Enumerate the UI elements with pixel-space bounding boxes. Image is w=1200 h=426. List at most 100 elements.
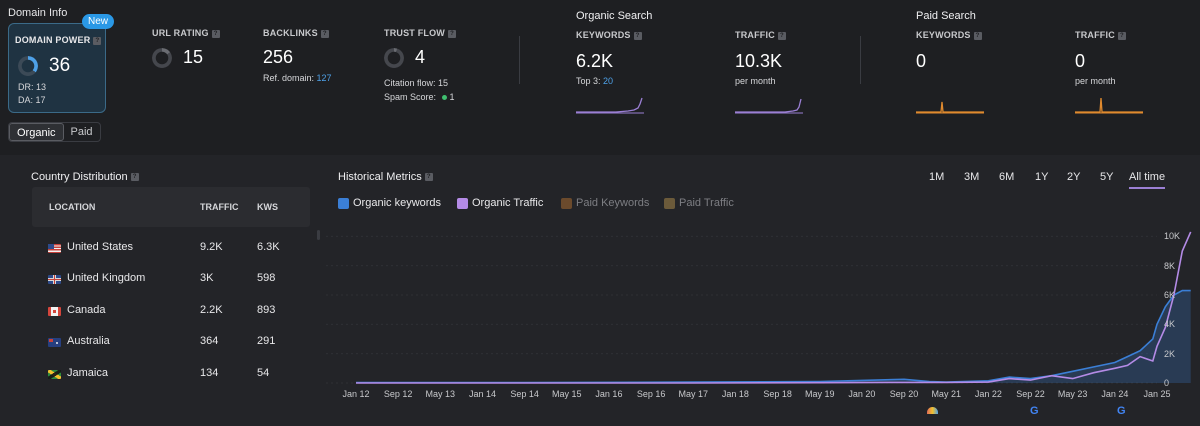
y-tick-label: 4K xyxy=(1164,319,1176,330)
table-row[interactable]: Australia 364 291 xyxy=(48,335,298,351)
help-icon[interactable]: ? xyxy=(973,31,982,40)
range-1m-button[interactable]: 1M xyxy=(929,171,945,183)
ref-domain-value[interactable]: 127 xyxy=(316,73,332,83)
range-1y-button[interactable]: 1Y xyxy=(1035,171,1049,183)
range-6m-button[interactable]: 6M xyxy=(999,171,1015,183)
x-tick-label: Jan 14 xyxy=(468,389,496,399)
country-name: Australia xyxy=(67,335,110,347)
country-traffic: 134 xyxy=(200,367,219,379)
help-icon[interactable]: ? xyxy=(93,36,102,45)
x-tick-label: Sep 14 xyxy=(510,389,539,399)
table-row[interactable]: Jamaica 134 54 xyxy=(48,367,298,383)
y-tick-label: 0 xyxy=(1164,378,1170,388)
table-scrollbar[interactable] xyxy=(317,230,320,240)
x-tick-label: May 23 xyxy=(1057,389,1088,399)
range-2y-button[interactable]: 2Y xyxy=(1067,171,1081,183)
checkbox-unchecked-icon xyxy=(664,197,675,209)
domain-power-label: DOMAIN POWER xyxy=(15,35,91,45)
legend-paid-traffic-label: Paid Traffic xyxy=(679,197,734,209)
url-rating-label: URL RATING xyxy=(152,28,209,38)
google-update-icon[interactable]: G xyxy=(1030,405,1039,417)
domain-power-value: 36 xyxy=(49,55,71,76)
legend-paid-keywords-label: Paid Keywords xyxy=(576,197,650,209)
x-tick-label: Sep 16 xyxy=(636,389,666,399)
traffic-header[interactable]: TRAFFIC xyxy=(200,202,239,212)
url-rating-value: 15 xyxy=(183,47,204,67)
paid-traffic-sub: per month xyxy=(1075,76,1116,86)
organic-keywords-value: 6.2K xyxy=(576,51,614,71)
help-icon[interactable]: ? xyxy=(130,173,139,182)
ref-domain-label: Ref. domain: xyxy=(263,73,315,83)
help-icon[interactable]: ? xyxy=(320,29,329,38)
x-tick-label: Jan 18 xyxy=(721,389,749,399)
help-icon[interactable]: ? xyxy=(633,31,642,40)
x-tick-label: Jan 24 xyxy=(1101,389,1129,399)
legend-organic-traffic-label: Organic Traffic xyxy=(472,197,544,209)
organic-search-title: Organic Search xyxy=(576,10,653,22)
trust-flow-value: 4 xyxy=(415,47,426,67)
spam-score-label: Spam Score: xyxy=(384,92,437,102)
x-tick-label: Sep 18 xyxy=(763,389,792,399)
help-icon[interactable]: ? xyxy=(448,29,456,38)
organic-toggle-button[interactable]: Organic xyxy=(9,123,64,141)
paid-keywords-value: 0 xyxy=(916,51,927,71)
citation-flow: Citation flow: 15 xyxy=(384,78,449,88)
y-tick-label: 2K xyxy=(1164,348,1176,359)
paid-keywords-sparkline xyxy=(916,101,984,114)
country-traffic: 364 xyxy=(200,335,219,347)
country-traffic: 3K xyxy=(200,272,214,284)
table-row[interactable]: Canada 2.2K 893 xyxy=(48,304,298,320)
legend-paid-keywords[interactable]: Paid Keywords xyxy=(561,197,649,209)
domain-power-ring-icon xyxy=(18,56,38,76)
country-kws: 291 xyxy=(257,335,276,347)
help-icon[interactable]: ? xyxy=(211,29,220,38)
canada-flag-icon xyxy=(48,307,61,316)
y-tick-label: 6K xyxy=(1164,290,1176,300)
paid-traffic-label: TRAFFIC xyxy=(1075,30,1115,40)
top3-value: 20 xyxy=(603,76,614,86)
x-tick-label: Jan 12 xyxy=(342,389,370,399)
series-line-organic-traffic xyxy=(356,231,1192,384)
range-all-time-button[interactable]: All time xyxy=(1129,171,1166,189)
help-icon[interactable]: ? xyxy=(777,31,786,40)
country-traffic: 9.2K xyxy=(200,241,223,253)
organic-keywords-label: KEYWORDS xyxy=(576,30,631,40)
legend-organic-keywords[interactable]: Organic keywords xyxy=(338,197,441,209)
organic-traffic-sub: per month xyxy=(735,76,776,86)
table-row[interactable]: United States 9.2K 6.3K xyxy=(48,241,298,257)
weather-update-icon[interactable] xyxy=(927,407,938,414)
country-name: Jamaica xyxy=(67,367,108,379)
historical-metrics-title: Historical Metrics xyxy=(338,171,422,183)
country-name: United States xyxy=(67,241,134,253)
legend-paid-traffic[interactable]: Paid Traffic xyxy=(664,197,734,209)
google-update-icon[interactable]: G xyxy=(1117,405,1126,417)
legend-organic-traffic[interactable]: Organic Traffic xyxy=(457,197,543,209)
location-header[interactable]: LOCATION xyxy=(49,202,96,212)
country-distribution-title: Country Distribution xyxy=(31,171,128,183)
paid-search-title: Paid Search xyxy=(916,10,976,22)
x-tick-label: May 13 xyxy=(425,389,456,399)
table-row[interactable]: United Kingdom 3K 598 xyxy=(48,272,298,288)
help-icon[interactable]: ? xyxy=(1117,31,1126,40)
paid-toggle-button[interactable]: Paid xyxy=(70,126,93,138)
spam-score-value: 1 xyxy=(449,92,455,102)
legend-organic-keywords-label: Organic keywords xyxy=(353,197,442,209)
trust-flow-label: TRUST FLOW xyxy=(384,28,445,38)
domain-info-title: Domain Info xyxy=(8,7,68,19)
range-5y-button[interactable]: 5Y xyxy=(1100,171,1114,183)
country-table-header: LOCATION TRAFFIC KWS xyxy=(32,187,310,227)
divider xyxy=(860,36,861,84)
dr-value: DR: 13 xyxy=(18,82,47,92)
x-tick-label: Jan 20 xyxy=(848,389,876,399)
organic-traffic-label: TRAFFIC xyxy=(735,30,775,40)
country-kws: 54 xyxy=(257,367,270,379)
organic-keywords-sparkline xyxy=(576,97,644,114)
url-rating-ring-icon xyxy=(152,48,172,68)
domain-power-card[interactable]: DOMAIN POWER? 36 DR: 13 DA: 17 xyxy=(8,23,106,113)
help-icon[interactable]: ? xyxy=(424,173,433,182)
kws-header[interactable]: KWS xyxy=(257,202,278,212)
x-tick-label: Sep 12 xyxy=(383,389,413,399)
x-tick-label: Sep 22 xyxy=(1016,389,1045,399)
range-3m-button[interactable]: 3M xyxy=(964,171,980,183)
